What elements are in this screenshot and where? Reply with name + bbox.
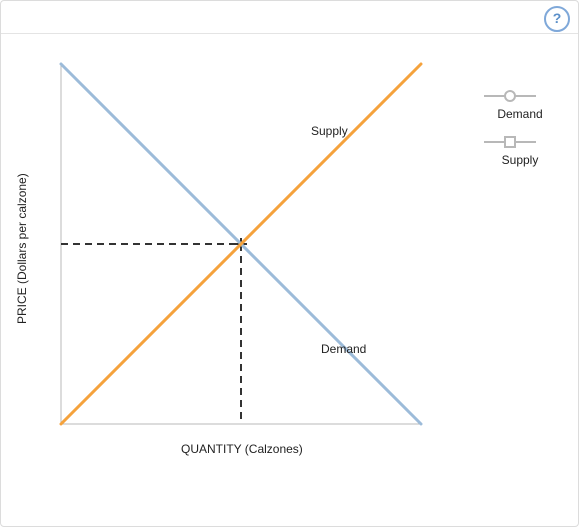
- legend-supply-label: Supply: [480, 153, 560, 167]
- legend-demand-marker: [480, 89, 540, 103]
- y-axis-label-text: PRICE (Dollars per calzone): [15, 173, 29, 324]
- y-axis-label: PRICE (Dollars per calzone): [15, 173, 29, 324]
- x-axis-label: QUANTITY (Calzones): [181, 442, 303, 456]
- panel-topbar: ?: [1, 1, 578, 34]
- legend-item-demand[interactable]: Demand: [480, 89, 560, 121]
- legend-supply-marker: [480, 135, 540, 149]
- help-icon[interactable]: ?: [544, 6, 570, 32]
- chart-panel: ? PRICE (Dollars per calzone) QUANTITY (…: [0, 0, 579, 527]
- x-axis-label-text: QUANTITY (Calzones): [181, 442, 303, 456]
- demand-curve-label: Demand: [321, 342, 366, 356]
- supply-curve-label: Supply: [311, 124, 348, 138]
- legend-item-supply[interactable]: Supply: [480, 135, 560, 167]
- plot-area: PRICE (Dollars per calzone) QUANTITY (Ca…: [1, 34, 578, 527]
- chart-svg: [1, 34, 461, 474]
- legend: Demand Supply: [480, 89, 560, 181]
- legend-demand-label: Demand: [480, 107, 560, 121]
